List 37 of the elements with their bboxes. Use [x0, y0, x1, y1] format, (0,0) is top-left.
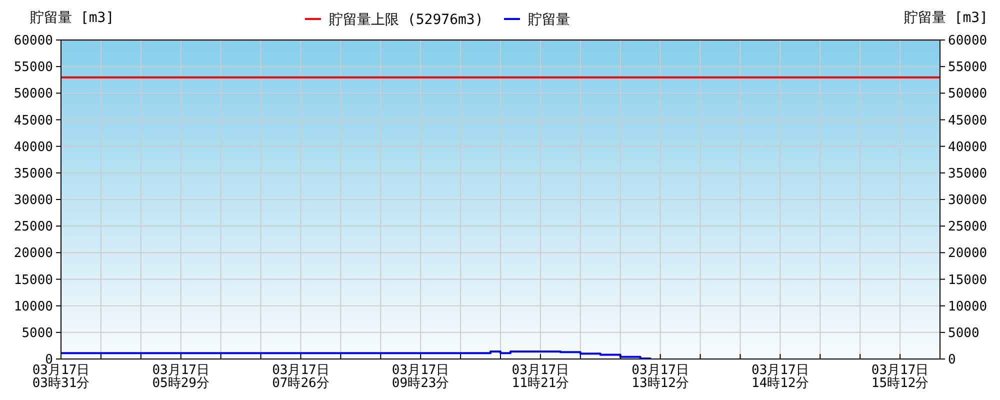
y-tick-label: 30000: [14, 193, 53, 208]
y2-tick-label: 10000: [948, 299, 988, 314]
y-axis-title: 貯留量 [m3]: [30, 10, 114, 26]
y-tick-label: 60000: [14, 34, 53, 49]
y2-tick-label: 30000: [948, 193, 988, 208]
y-tick-label: 55000: [14, 60, 53, 76]
y-tick-label: 40000: [14, 140, 53, 155]
y2-tick-label: 55000: [948, 60, 988, 76]
y-tick-label: 15000: [14, 272, 53, 288]
y2-tick-label: 35000: [948, 166, 988, 182]
y-tick-label: 50000: [14, 86, 53, 102]
legend-label: 貯留量上限 (52976m3): [329, 12, 484, 28]
y-tick-label: 45000: [14, 113, 53, 128]
legend-label: 貯留量: [528, 12, 570, 28]
y-tick-label: 20000: [14, 246, 53, 262]
y2-tick-label: 40000: [948, 140, 988, 155]
y2-tick-label: 20000: [948, 246, 988, 262]
y2-tick-label: 45000: [948, 113, 988, 128]
x-tick-label: 03月17日 15時12分: [871, 363, 929, 391]
y-tick-label: 5000: [22, 326, 53, 341]
y2-tick-label: 60000: [948, 34, 988, 49]
y2-axis-title: 貯留量 [m3]: [904, 10, 988, 26]
y2-tick-label: 25000: [948, 220, 988, 235]
y-tick-label: 35000: [14, 166, 53, 182]
y2-tick-label: 15000: [948, 272, 988, 288]
x-tick-label: 03月17日 11時21分: [512, 363, 570, 391]
y-tick-label: 25000: [14, 220, 53, 235]
y2-tick-label: 50000: [948, 86, 988, 102]
y2-tick-label: 0: [948, 352, 956, 368]
x-tick-label: 03月17日 14時12分: [752, 363, 809, 391]
x-tick-label: 03月17日 09時23分: [392, 363, 450, 391]
y2-tick-label: 5000: [948, 326, 980, 341]
x-tick-label: 03月17日 05時29分: [152, 363, 210, 391]
y-tick-label: 10000: [14, 299, 53, 314]
x-tick-label: 03月17日 13時12分: [632, 363, 689, 391]
x-tick-label: 03月17日 07時26分: [272, 363, 330, 391]
x-tick-label: 03月17日 03時31分: [32, 363, 90, 391]
